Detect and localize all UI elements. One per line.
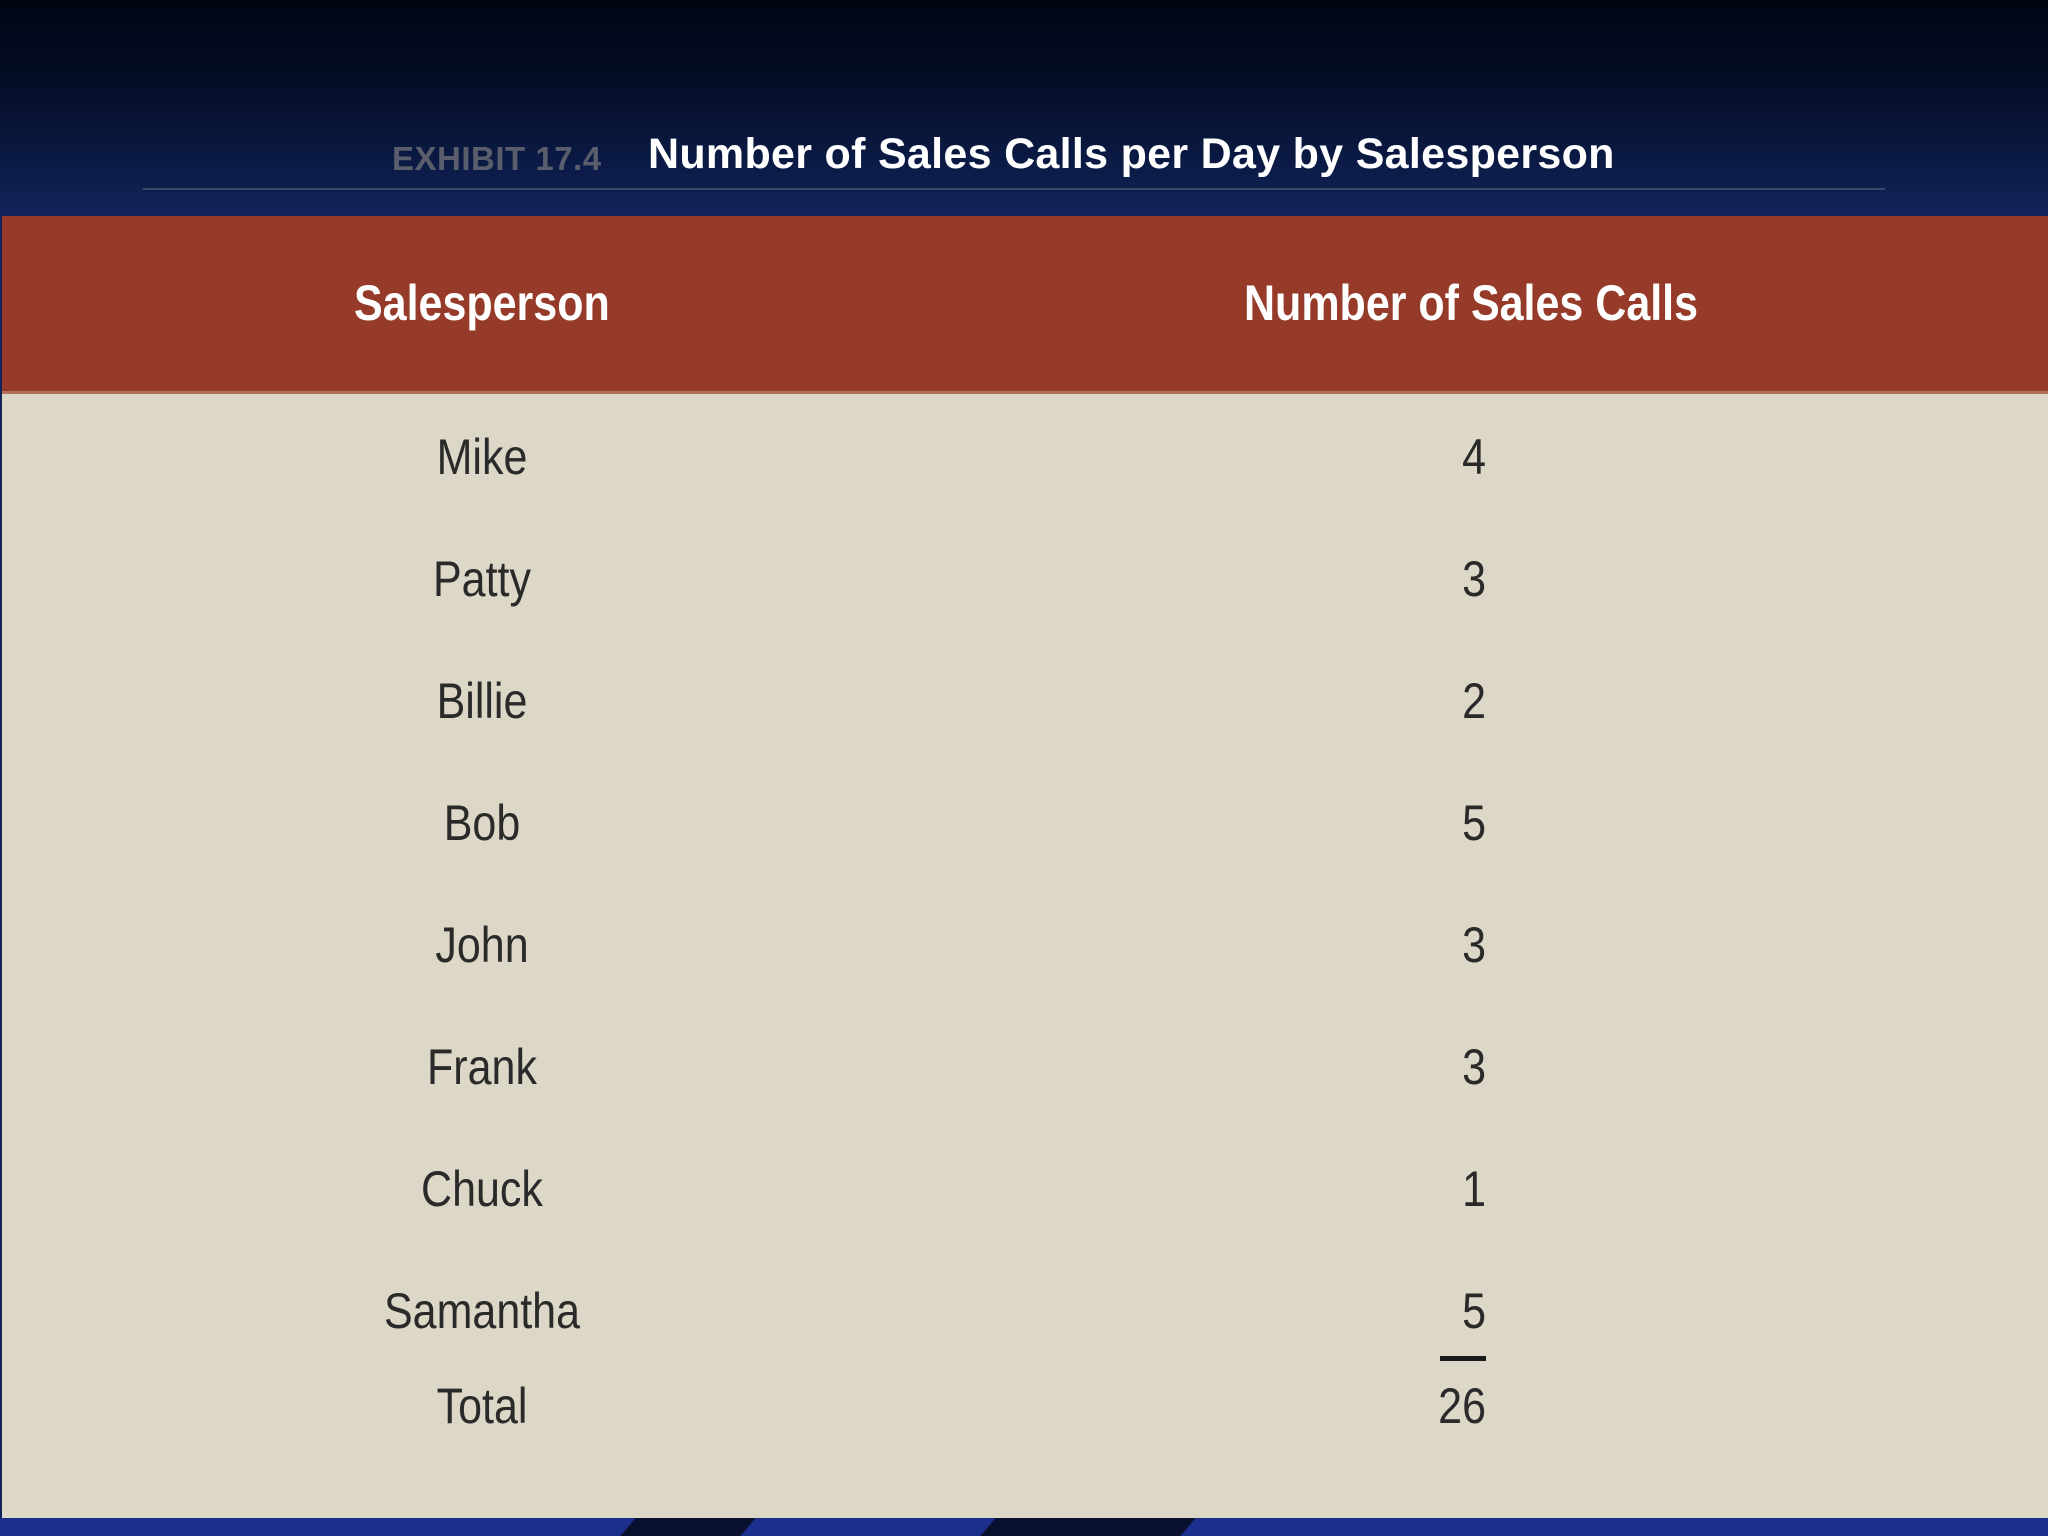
table-header: Salesperson Number of Sales Calls [2, 216, 2048, 394]
table-row: Billie 2 [2, 671, 2048, 731]
exhibit-title: Number of Sales Calls per Day by Salespe… [648, 130, 1615, 178]
column-header-salesperson: Salesperson [354, 275, 610, 331]
salesperson-name: Billie [436, 673, 528, 729]
sales-calls-value: 3 [1462, 1039, 1486, 1095]
table-row: John 3 [2, 915, 2048, 975]
sales-calls-value: 5 [1462, 1283, 1486, 1339]
sales-calls-value: 4 [1462, 429, 1486, 485]
sales-calls-value: 5 [1462, 795, 1486, 851]
column-header-calls: Number of Sales Calls [1244, 275, 1699, 331]
total-value: 26 [1438, 1378, 1486, 1434]
salesperson-name: Frank [427, 1039, 537, 1095]
sales-calls-value: 2 [1462, 673, 1486, 729]
salesperson-name: Patty [432, 551, 531, 607]
total-underline [1440, 1356, 1486, 1361]
table-row: Samantha 5 [2, 1281, 2048, 1341]
sales-calls-table: Salesperson Number of Sales Calls Mike 4… [2, 216, 2048, 1518]
salesperson-name: Mike [436, 429, 528, 485]
title-divider [143, 188, 1885, 190]
salesperson-name: Chuck [421, 1161, 543, 1217]
table-row: Frank 3 [2, 1037, 2048, 1097]
sales-calls-value: 3 [1462, 551, 1486, 607]
exhibit-label: EXHIBIT 17.4 [392, 140, 602, 177]
total-label: Total [436, 1378, 528, 1434]
table-row: Chuck 1 [2, 1159, 2048, 1219]
table-row: Bob 5 [2, 793, 2048, 853]
footer-band [0, 1518, 2048, 1536]
slide-header: EXHIBIT 17.4 Number of Sales Calls per D… [0, 0, 2048, 214]
total-row: Total 26 [2, 1376, 2048, 1436]
table-row: Patty 3 [2, 549, 2048, 609]
sales-calls-value: 3 [1462, 917, 1486, 973]
salesperson-name: Samantha [383, 1283, 581, 1339]
salesperson-name: Bob [443, 795, 521, 851]
footer-stripe [620, 1518, 756, 1536]
table-row: Mike 4 [2, 427, 2048, 487]
salesperson-name: John [435, 917, 529, 973]
footer-stripe [980, 1518, 1196, 1536]
sales-calls-value: 1 [1462, 1161, 1486, 1217]
